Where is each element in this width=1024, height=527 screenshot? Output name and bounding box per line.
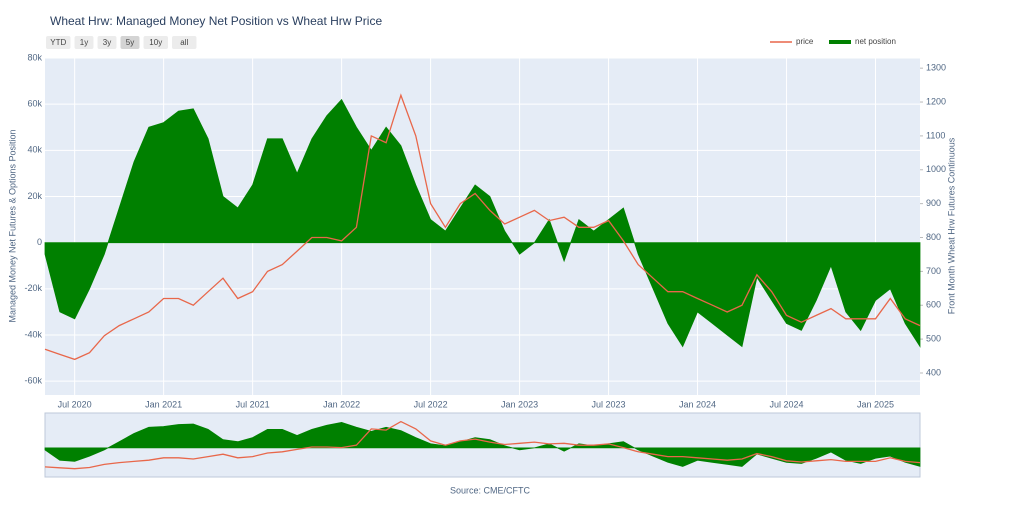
y2-tick-label: 400 [926, 367, 941, 377]
net-position-area [44, 98, 921, 348]
range-button[interactable] [172, 36, 197, 49]
x-tick-label: Jan 2023 [501, 399, 538, 409]
y2-tick-label: 800 [926, 232, 941, 242]
y2-tick-label: 700 [926, 266, 941, 276]
y-tick-label: 20k [27, 191, 42, 201]
y2-tick-label: 600 [926, 300, 941, 310]
net-position-area [44, 421, 921, 467]
y-tick-label: -60k [24, 376, 42, 386]
y-tick-label: -40k [24, 329, 42, 339]
chart-title: Wheat Hrw: Managed Money Net Position vs… [50, 14, 382, 28]
y-tick-label: 0 [37, 237, 42, 247]
range-button-label[interactable]: YTD [50, 38, 66, 47]
slider-marks [44, 420, 921, 470]
legend-label[interactable]: price [796, 37, 814, 46]
y2-tick-label: 1000 [926, 164, 946, 174]
y2-tick-label: 1300 [926, 63, 946, 73]
y-axis-title: Managed Money Net Futures & Options Posi… [7, 129, 17, 322]
range-button-label[interactable]: 3y [103, 38, 111, 47]
x-tick-label: Jan 2022 [323, 399, 360, 409]
range-button-label[interactable]: 5y [126, 38, 134, 47]
x-tick-label: Jul 2024 [770, 399, 804, 409]
range-button[interactable] [120, 36, 140, 49]
marks [44, 93, 921, 361]
x-tick-label: Jul 2022 [414, 399, 448, 409]
price-line [44, 420, 921, 470]
y-tick-label: 40k [27, 145, 42, 155]
range-button-label[interactable]: all [180, 38, 188, 47]
range-button[interactable] [97, 36, 117, 49]
x-tick-label: Jul 2023 [592, 399, 626, 409]
y2-tick-label: 1100 [926, 130, 945, 140]
y-tick-label: 60k [27, 99, 42, 109]
range-button[interactable] [143, 36, 169, 49]
y2-tick-label: 1200 [926, 96, 946, 106]
x-tick-label: Jul 2021 [236, 399, 270, 409]
range-button-label[interactable]: 1y [80, 38, 88, 47]
x-tick-label: Jan 2024 [679, 399, 716, 409]
price-line [44, 93, 921, 361]
range-button[interactable] [46, 36, 71, 49]
y2-tick-label: 500 [926, 333, 941, 343]
legend-label[interactable]: net position [855, 37, 896, 46]
y-tick-label: 80k [27, 52, 42, 62]
y2-axis-title: Front Month Wheat Hrw Futures Continuous [946, 137, 956, 314]
source: Source: CME/CFTC [450, 485, 531, 495]
x-tick-label: Jul 2020 [58, 399, 92, 409]
x-tick-label: Jan 2021 [145, 399, 182, 409]
y2-tick-label: 900 [926, 198, 941, 208]
y-tick-label: -20k [24, 283, 42, 293]
range-button-label[interactable]: 10y [149, 38, 162, 47]
x-tick-label: Jan 2025 [857, 399, 894, 409]
range-button[interactable] [74, 36, 94, 49]
